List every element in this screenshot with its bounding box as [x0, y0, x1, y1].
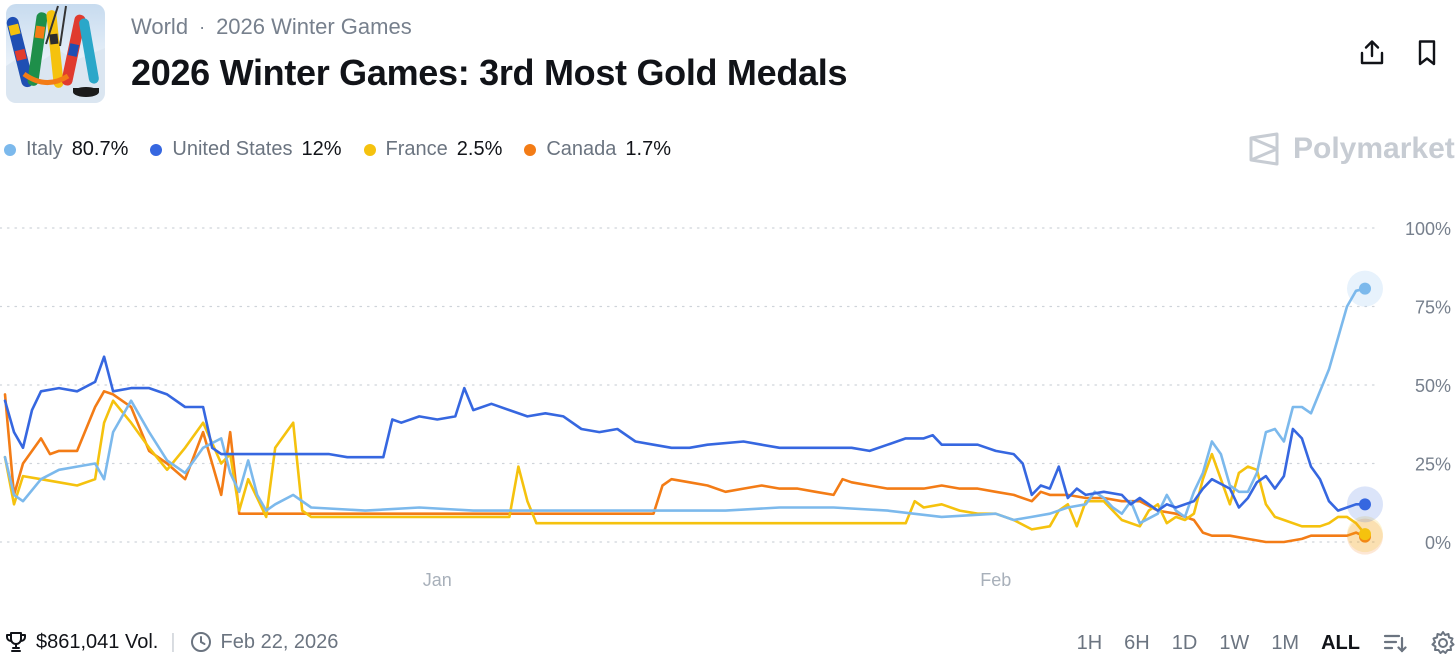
breadcrumb: World · 2026 Winter Games: [131, 14, 412, 40]
chart-series: [3, 287, 1367, 544]
share-icon[interactable]: [1357, 38, 1387, 68]
legend-dot-italy: [4, 143, 16, 156]
legend-value-italy: 80.7%: [71, 138, 129, 160]
series-line-italy: [3, 287, 1367, 525]
chart-legend: Italy 80.7% United States 12% France 2.5…: [4, 138, 693, 161]
y-axis-labels: 0% 25% 50% 75% 100%: [1405, 219, 1451, 553]
y-tick-label: 100%: [1405, 219, 1451, 239]
end-date: Feb 22, 2026: [220, 630, 339, 653]
range-1w[interactable]: 1W: [1219, 631, 1250, 654]
legend-name-canada: Canada: [546, 138, 617, 160]
polymarket-logo-icon: [1249, 132, 1279, 166]
legend-item-united-states: United States 12%: [150, 138, 342, 161]
legend-dot-canada: [524, 143, 537, 156]
series-line-france: [3, 399, 1367, 536]
legend-item-canada: Canada 1.7%: [524, 138, 671, 161]
legend-item-france: France 2.5%: [363, 138, 503, 161]
series-line-canada: [3, 390, 1367, 544]
bookmark-icon[interactable]: [1412, 38, 1442, 68]
y-tick-label: 0%: [1425, 533, 1451, 553]
legend-value-united-states: 12%: [301, 138, 342, 160]
series-line-united-states: [3, 355, 1367, 512]
legend-name-italy: Italy: [26, 138, 63, 160]
chart-endpoints: [1346, 270, 1383, 555]
endpoint-dot-italy: [1358, 282, 1371, 295]
stats-divider: |: [170, 630, 176, 653]
legend-dot-france: [363, 143, 376, 156]
range-6h[interactable]: 6H: [1124, 631, 1150, 654]
endpoint-dot-france: [1358, 528, 1371, 541]
volume-value: $861,041 Vol.: [36, 630, 159, 653]
range-all[interactable]: ALL: [1321, 631, 1360, 654]
y-tick-label: 75%: [1415, 298, 1451, 318]
clock-icon: [190, 632, 211, 652]
polymarket-watermark: Polymarket: [1247, 132, 1455, 166]
breadcrumb-category[interactable]: World: [131, 14, 189, 39]
legend-dot-united-states: [150, 143, 163, 156]
price-chart[interactable]: 0% 25% 50% 75% 100% Jan Feb: [0, 200, 1456, 600]
brand-name: Polymarket: [1293, 132, 1455, 165]
chart-grid: [0, 227, 1381, 543]
legend-value-canada: 1.7%: [625, 138, 672, 160]
legend-value-france: 2.5%: [456, 138, 503, 160]
market-thumbnail: [6, 4, 105, 103]
sort-icon[interactable]: [1382, 630, 1408, 656]
breadcrumb-event[interactable]: 2026 Winter Games: [216, 14, 412, 39]
x-axis-labels: Jan Feb: [423, 570, 1011, 590]
range-1h[interactable]: 1H: [1076, 631, 1103, 654]
x-tick-label: Jan: [423, 570, 452, 590]
page-title: 2026 Winter Games: 3rd Most Gold Medals: [131, 52, 848, 93]
y-tick-label: 25%: [1415, 455, 1451, 475]
y-tick-label: 50%: [1415, 376, 1451, 396]
breadcrumb-separator: ·: [199, 16, 206, 37]
legend-name-france: France: [385, 138, 448, 160]
legend-name-united-states: United States: [172, 138, 293, 160]
x-tick-label: Feb: [980, 570, 1011, 590]
time-range-selector: 1H 6H 1D 1W 1M ALL: [1055, 630, 1456, 656]
range-1m[interactable]: 1M: [1271, 631, 1300, 654]
range-1d[interactable]: 1D: [1171, 631, 1198, 654]
trophy-icon: [6, 632, 26, 652]
endpoint-dot-united-states: [1358, 498, 1371, 511]
gear-icon[interactable]: [1430, 630, 1456, 656]
legend-item-italy: Italy 80.7%: [4, 138, 128, 161]
market-stats: $861,041 Vol. | Feb 22, 2026: [4, 630, 338, 654]
